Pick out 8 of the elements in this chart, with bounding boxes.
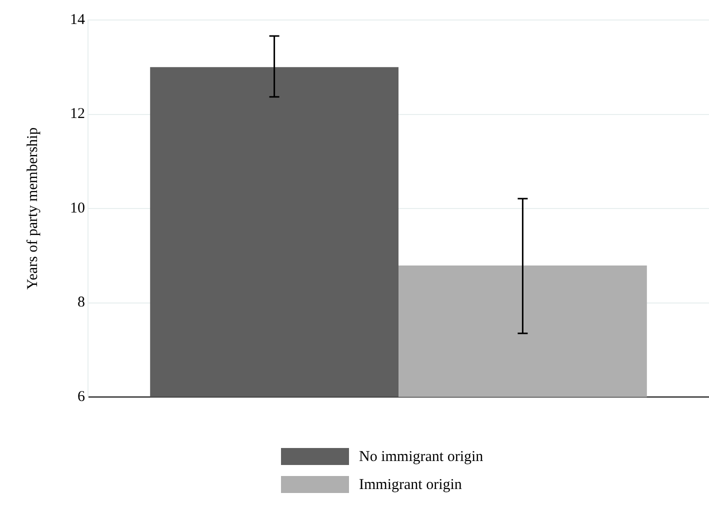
y-tick-label: 6 [78,388,86,405]
y-tick-label: 14 [70,12,86,28]
y-tick-label: 8 [78,294,85,311]
y-tick-label: 10 [70,200,85,216]
legend-label: No immigrant origin [359,448,484,465]
y-tick-label: 12 [70,106,85,122]
y-axis-title: Years of party membership [24,127,41,290]
legend-label: Immigrant origin [359,476,462,493]
